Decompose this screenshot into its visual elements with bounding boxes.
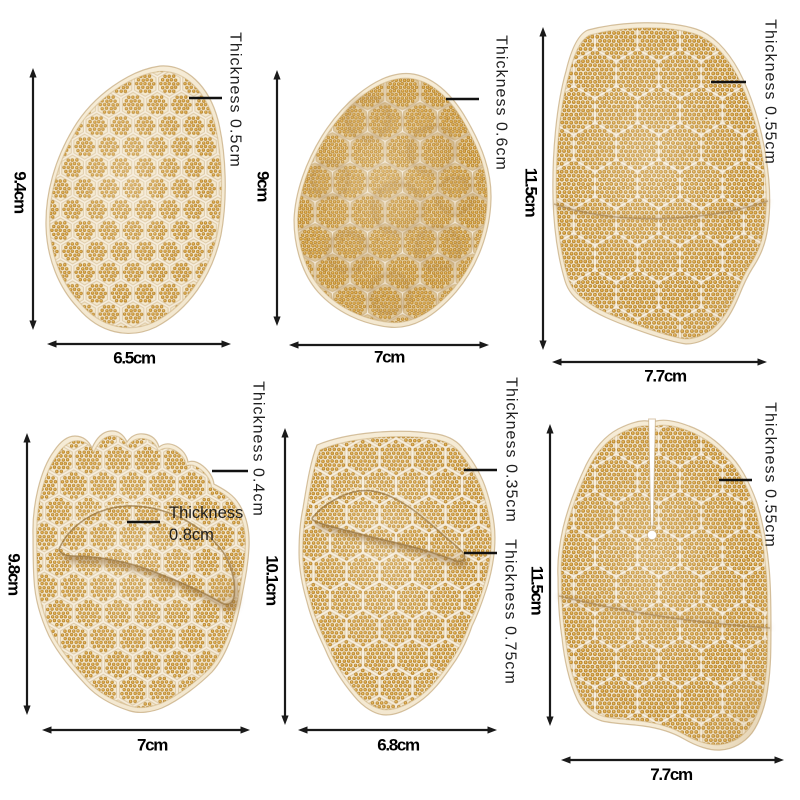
- svg-text:Thickness 0.55cm: Thickness 0.55cm: [762, 19, 779, 165]
- svg-text:11.5cm: 11.5cm: [522, 168, 541, 218]
- svg-text:9.4cm: 9.4cm: [11, 171, 30, 214]
- svg-text:9cm: 9cm: [254, 171, 273, 202]
- svg-text:7.7cm: 7.7cm: [644, 367, 687, 386]
- svg-text:Thickness 0.75cm: Thickness 0.75cm: [502, 539, 519, 685]
- svg-text:Thickness 0.6cm: Thickness 0.6cm: [493, 35, 510, 171]
- svg-text:7cm: 7cm: [374, 348, 405, 367]
- svg-text:0.8cm: 0.8cm: [169, 526, 214, 544]
- svg-text:7.7cm: 7.7cm: [650, 765, 693, 784]
- svg-text:6.8cm: 6.8cm: [377, 736, 420, 755]
- svg-text:10.1cm: 10.1cm: [263, 555, 282, 606]
- svg-text:9.8cm: 9.8cm: [5, 553, 24, 596]
- svg-text:Thickness: Thickness: [169, 504, 243, 522]
- svg-text:7cm: 7cm: [137, 736, 168, 755]
- svg-text:Thickness 0.4cm: Thickness 0.4cm: [250, 381, 267, 517]
- svg-text:Thickness 0.35cm: Thickness 0.35cm: [503, 377, 520, 523]
- svg-text:6.5cm: 6.5cm: [113, 349, 156, 368]
- svg-text:11.5cm: 11.5cm: [528, 566, 547, 616]
- svg-text:Thickness 0.55cm: Thickness 0.55cm: [762, 402, 779, 548]
- svg-text:Thickness 0.5cm: Thickness 0.5cm: [227, 32, 244, 168]
